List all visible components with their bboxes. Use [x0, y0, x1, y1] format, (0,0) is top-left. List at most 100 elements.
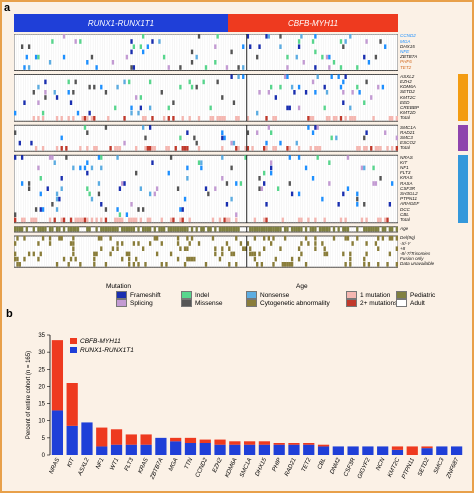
mutation-cell — [200, 165, 203, 171]
x-tick-label: WT1 — [110, 457, 121, 471]
mutation-cell — [365, 146, 368, 151]
y-tick-label: 5 — [42, 436, 46, 442]
mutation-cell — [388, 116, 392, 121]
mutation-cell — [356, 84, 359, 90]
bar-runx1-runx1t1 — [125, 444, 137, 455]
x-tick-label: KDM6A — [224, 457, 238, 478]
mutation-cell — [323, 251, 326, 257]
bar-runx1-runx1t1 — [391, 449, 404, 455]
mutation-cell — [81, 217, 84, 223]
gene-label: SH3GL2 — [400, 190, 418, 196]
mutation-cell — [135, 170, 138, 176]
mutation-cell — [111, 226, 115, 232]
mutation-cell — [221, 155, 224, 160]
mutation-cell — [148, 125, 152, 130]
mutation-cell — [367, 226, 371, 232]
mutation-cell — [272, 236, 275, 241]
gene-label: CBL — [400, 211, 409, 217]
mutation-cell — [290, 84, 294, 90]
mutation-cell — [283, 236, 287, 241]
bar-cbfb-myh11 — [406, 446, 418, 455]
mutation-cell — [302, 60, 305, 65]
mutation-cell — [69, 226, 73, 232]
mutation-cell — [107, 226, 110, 232]
mutation-cell — [337, 226, 340, 232]
gene-label: CCND2 — [400, 33, 416, 39]
mutation-cell — [258, 176, 261, 181]
legend-label: Pediatric — [410, 291, 436, 299]
mutation-cell — [169, 217, 173, 223]
mutation-cell — [346, 186, 350, 191]
mutation-cell — [97, 181, 101, 186]
mutation-cell — [265, 202, 268, 207]
mutation-cell — [183, 226, 187, 232]
mutation-cell — [384, 130, 387, 135]
mutation-cell — [188, 79, 191, 85]
mutation-cell — [23, 65, 26, 70]
mutation-cell — [363, 100, 366, 105]
mutation-cell — [144, 226, 147, 232]
mutation-cell — [142, 49, 145, 55]
mutation-cell — [74, 226, 77, 232]
mutation-cell — [221, 95, 224, 100]
x-tick-label: CCND2 — [195, 457, 209, 479]
x-tick-label: KRAS — [138, 457, 150, 474]
mutation-cell — [167, 116, 170, 121]
mutation-cell — [72, 226, 75, 232]
mutation-cell — [235, 226, 238, 232]
legend-label: Frameshift — [130, 291, 161, 299]
mutation-cell — [356, 146, 359, 151]
mutation-cell — [235, 236, 238, 241]
mutation-cell — [293, 226, 296, 232]
mutation-cell — [83, 165, 87, 171]
mutation-cell — [188, 241, 191, 246]
mutation-cell — [186, 165, 189, 171]
mutation-cell — [279, 140, 282, 146]
mutation-cell — [328, 226, 331, 232]
mutation-cell — [274, 226, 277, 232]
mutation-cell — [344, 217, 347, 223]
mutation-cell — [190, 60, 194, 65]
mutation-cell — [288, 262, 291, 267]
mutation-cell — [356, 196, 359, 202]
mutation-cell — [93, 146, 96, 151]
bar-runx1-runx1t1 — [170, 441, 182, 455]
mutation-cell — [265, 34, 268, 39]
mutation-cell — [130, 105, 133, 111]
x-tick-label: ASXL2 — [77, 457, 91, 478]
mutation-cell — [142, 125, 145, 130]
mutation-cell — [179, 65, 182, 70]
mutation-cell — [79, 217, 82, 223]
mutation-cell — [263, 181, 266, 186]
bar-cbfb-myh11 — [421, 446, 433, 449]
mutation-cell — [60, 236, 63, 241]
mutation-cell — [370, 226, 373, 232]
mutation-cell — [111, 60, 115, 65]
mutation-cell — [151, 39, 154, 44]
gene-label: ZBTB7A — [400, 54, 418, 60]
mutation-cell — [86, 60, 89, 65]
mutation-cell — [377, 217, 380, 223]
mutation-cell — [363, 256, 366, 262]
y-tick-label: 15 — [38, 402, 45, 408]
mutation-cell — [197, 241, 201, 246]
mutation-cell — [344, 39, 347, 44]
mutation-cell — [263, 146, 266, 151]
mutation-cell — [153, 146, 156, 151]
mutation-cell — [179, 246, 182, 251]
mutation-cell — [363, 135, 366, 141]
mutation-cell — [123, 226, 126, 232]
mutation-cell — [155, 251, 159, 257]
x-tick-label: CSF3R — [343, 457, 357, 478]
mutation-cell — [286, 65, 289, 70]
mutation-cell — [309, 146, 312, 151]
oncoprint-legend: Mutation Age Frameshift Indel Nonsense 1 mu… — [96, 283, 435, 321]
mutation-cell — [221, 130, 224, 135]
mutation-cell — [132, 241, 136, 246]
bar-runx1-runx1t1 — [81, 422, 93, 455]
mutation-cell — [128, 226, 131, 232]
mutation-cell — [230, 74, 233, 79]
x-tick-label: NCN — [376, 457, 387, 472]
gene-label: ESCO2 — [400, 140, 416, 146]
mutation-cell — [100, 236, 103, 241]
